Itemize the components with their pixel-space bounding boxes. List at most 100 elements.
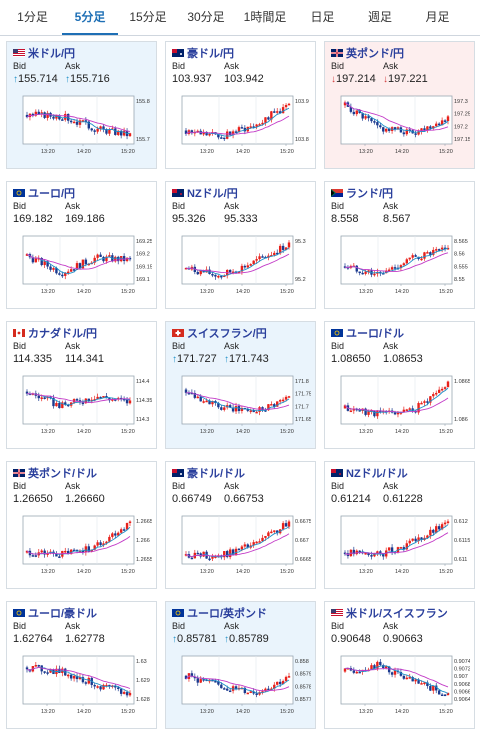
rate-card[interactable]: ユーロ/ドル Bid Ask 1.08650 1.08653 1.0865 1.086 13:… [324, 321, 475, 449]
pair-name[interactable]: スイスフラン/円 [187, 328, 267, 340]
candle-body [122, 398, 126, 401]
tab-2[interactable]: 15分足 [129, 10, 167, 24]
rate-card[interactable]: 英ポンド/円 Bid Ask ↓197.214 ↓197.221 197.3 197.25 1… [324, 41, 475, 169]
pair-name[interactable]: 米ドル/円 [28, 48, 76, 60]
pair-name[interactable]: ユーロ/英ポンド [187, 608, 268, 620]
pair-name[interactable]: カナダドル/円 [28, 328, 98, 340]
x-tick-label: 15:20 [439, 149, 453, 155]
pair-name[interactable]: ユーロ/円 [28, 188, 76, 200]
candle-body [87, 398, 90, 402]
candle-body [281, 681, 285, 685]
rate-card[interactable]: 豪ドル/円 Bid Ask 103.937 103.942 103.9 103.8 13:20… [165, 41, 316, 169]
rate-card[interactable]: NZドル/ドル Bid Ask 0.61214 0.61228 0.612 0.6115 0.… [324, 461, 475, 589]
pair-name[interactable]: NZドル/円 [187, 188, 238, 200]
pair-name[interactable]: 英ポンド/円 [346, 48, 405, 60]
bid-value-container: 1.62764 [13, 633, 53, 645]
pair-name[interactable]: 米ドル/スイスフラン [346, 608, 448, 620]
tab-3[interactable]: 30分足 [187, 10, 225, 24]
ma-short-line [185, 675, 290, 694]
tab-1[interactable]: 5分足 [62, 0, 118, 35]
pair-name[interactable]: NZドル/ドル [346, 468, 408, 480]
rate-card[interactable]: カナダドル/円 Bid Ask 114.335 114.341 114.4 114.35 11… [6, 321, 157, 449]
candle-body [184, 130, 188, 134]
x-tick-label: 14:20 [395, 149, 409, 155]
candle-body [429, 126, 432, 129]
rate-card[interactable]: NZドル/円 Bid Ask 95.326 95.333 95.3 95.2 13:20 14:… [165, 181, 316, 309]
candle-body [208, 558, 211, 561]
candle-body [237, 548, 241, 551]
y-tick-label: 0.907 [454, 674, 468, 680]
candle-body [432, 685, 435, 691]
candle-body [240, 127, 244, 129]
ask-value-container: 0.90663 [383, 633, 423, 645]
pair-name[interactable]: ランド/円 [346, 188, 394, 200]
candle-body [352, 670, 356, 673]
candle-body [114, 685, 117, 688]
candle-body [67, 550, 70, 555]
candle-body [184, 554, 188, 556]
tab-4[interactable]: 1時間足 [243, 10, 287, 24]
bid-value: 1.26650 [13, 493, 53, 505]
rate-card[interactable]: 米ドル/スイスフラン Bid Ask 0.90648 0.90663 0.9074 0.90… [324, 601, 475, 729]
candle-body [46, 553, 49, 555]
candle-body [246, 692, 249, 695]
rate-card[interactable]: ユーロ/英ポンド Bid Ask ↑0.85781 ↑0.85789 0.858 0.857… [165, 601, 316, 729]
candle-body [102, 543, 105, 546]
rate-card[interactable]: 米ドル/円 Bid Ask ↑155.714 ↑155.716 155.8 155.7 13:… [6, 41, 157, 169]
candle-body [220, 684, 223, 689]
candle-body [390, 267, 394, 270]
candle-body [78, 263, 82, 269]
rate-card[interactable]: ランド/円 Bid Ask 8.558 8.567 8.565 8.56 8.555 8.55 1… [324, 181, 475, 309]
bid-label: Bid [172, 61, 186, 71]
candle-body [440, 524, 444, 530]
x-tick-label: 15:20 [121, 429, 135, 435]
candle-body [440, 247, 444, 250]
tab-0[interactable]: 1分足 [17, 10, 48, 24]
y-tick-label: 169.25 [136, 239, 152, 245]
x-tick-label: 13:20 [200, 429, 214, 435]
candle-body [402, 132, 406, 135]
pair-name[interactable]: 豪ドル/円 [187, 48, 235, 60]
ask-value-container: ↑0.85789 [224, 633, 269, 645]
candle-body [446, 521, 450, 523]
candle-body [111, 533, 114, 537]
y-tick-label: 95.2 [295, 277, 306, 283]
rate-card[interactable]: ユーロ/豪ドル Bid Ask 1.62764 1.62778 1.63 1.629 1.62… [6, 601, 157, 729]
y-tick-label: 0.8578 [295, 684, 311, 690]
rate-card[interactable]: 英ポンド/ドル Bid Ask 1.26650 1.26660 1.2665 1.266 1.… [6, 461, 157, 589]
candle-body [364, 552, 367, 555]
ma-short-line [26, 393, 131, 406]
candle-body [281, 107, 285, 114]
candle-body [64, 402, 67, 405]
ask-label: Ask [224, 61, 240, 71]
candle-body [343, 266, 347, 268]
candle-body [267, 532, 270, 536]
ask-value-container: ↑155.716 [65, 73, 110, 85]
tab-5[interactable]: 日足 [310, 10, 335, 24]
candle-body [52, 116, 55, 119]
tab-6[interactable]: 週足 [367, 10, 392, 24]
bid-value-container: 169.182 [13, 213, 53, 225]
rate-card[interactable]: スイスフラン/円 Bid Ask ↑171.727 ↑171.743 171.8 171.7… [165, 321, 316, 449]
candle-body [93, 545, 96, 550]
ma-long-line [186, 392, 290, 410]
candle-body [196, 552, 199, 555]
candle-body [25, 254, 29, 256]
y-tick-label: 103.9 [295, 99, 309, 105]
candle-body [276, 530, 279, 534]
y-tick-label: 1.2665 [136, 519, 152, 525]
pair-name[interactable]: ユーロ/豪ドル [28, 608, 98, 620]
y-tick-label: 8.56 [454, 252, 465, 258]
rate-card[interactable]: ユーロ/円 Bid Ask 169.182 169.186 169.25 169.2 169.… [6, 181, 157, 309]
pair-name[interactable]: 豪ドル/ドル [187, 468, 246, 480]
rate-card[interactable]: 豪ドル/ドル Bid Ask 0.66749 0.66753 0.6675 0.667 0.6… [165, 461, 316, 589]
tab-7[interactable]: 月足 [425, 10, 450, 24]
bid-value-container: 1.08650 [331, 353, 371, 365]
candle-body [87, 677, 90, 684]
candle-body [437, 389, 441, 393]
candle-body [411, 677, 414, 682]
pair-name[interactable]: 英ポンド/ドル [28, 468, 98, 480]
ask-label: Ask [65, 341, 81, 351]
pair-name[interactable]: ユーロ/ドル [346, 328, 405, 340]
candle-body [355, 265, 358, 272]
